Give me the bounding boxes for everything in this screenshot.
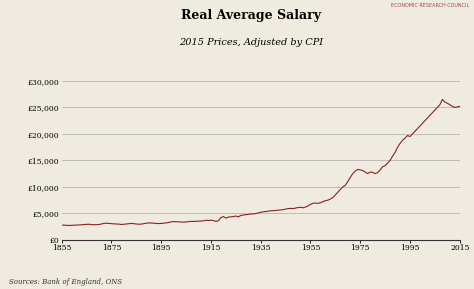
- Text: 2015 Prices, Adjusted by CPI: 2015 Prices, Adjusted by CPI: [179, 38, 323, 47]
- Text: ECONOMIC RESEARCH COUNCIL: ECONOMIC RESEARCH COUNCIL: [391, 3, 469, 8]
- Text: Sources: Bank of England, ONS: Sources: Bank of England, ONS: [9, 278, 123, 286]
- Text: Real Average Salary: Real Average Salary: [181, 9, 321, 22]
